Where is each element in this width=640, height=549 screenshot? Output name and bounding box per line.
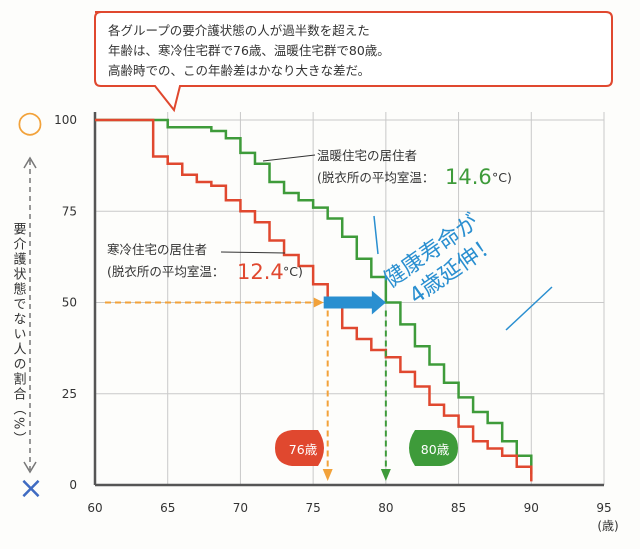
callout-line-2: 年齢は、寒冷住宅群で76歳、温暖住宅群で80歳。 xyxy=(108,43,390,58)
deco-line-2 xyxy=(505,286,553,331)
guide-80-arrowhead xyxy=(380,469,391,481)
guide-50-arrowhead xyxy=(313,297,324,308)
warm-temp: 14.6 xyxy=(445,165,492,189)
scale-up-arrow xyxy=(23,156,37,169)
cold-series-name: 寒冷住宅の居住者 xyxy=(107,242,207,257)
y-tick-0: 0 xyxy=(69,478,77,492)
y-tick-100: 100 xyxy=(54,113,77,127)
x-tick-90: 90 xyxy=(524,501,539,515)
callout: 各グループの要介護状態の人が過半数を超えた 年齢は、寒冷住宅群で76歳、温暖住宅… xyxy=(94,11,613,113)
warm-unit: °C) xyxy=(492,170,512,185)
x-tick-60: 60 xyxy=(87,501,102,515)
x-tick-65: 65 xyxy=(160,501,175,515)
cold-age-text: 76歳 xyxy=(289,442,318,457)
cold-temp: 12.4 xyxy=(237,260,284,284)
series-line-warm xyxy=(95,118,533,475)
y-axis-label: 要介護状態でない人の割合（%） xyxy=(11,222,27,446)
x-tick-85: 85 xyxy=(451,501,466,515)
cold-unit: °C) xyxy=(283,264,303,279)
warm-age-badge: 80歳 xyxy=(409,430,458,466)
x-tick-80: 80 xyxy=(378,501,393,515)
x-axis-unit: (歳) xyxy=(597,519,618,533)
extension-arrow xyxy=(323,290,386,315)
warm-age-text: 80歳 xyxy=(421,442,450,457)
callout-line-1: 各グループの要介護状態の人が過半数を超えた xyxy=(108,23,370,38)
y-tick-25: 25 xyxy=(62,387,77,401)
circle-symbol: ○ xyxy=(17,105,43,140)
guide-76-arrowhead xyxy=(322,469,333,481)
warm-label: 温暖住宅の居住者 (脱衣所の平均室温： 14.6 °C) xyxy=(262,148,512,189)
warm-series-name: 温暖住宅の居住者 xyxy=(317,148,417,163)
guides xyxy=(105,290,391,481)
axes xyxy=(93,112,604,487)
x-tick-95: 95 xyxy=(596,501,611,515)
x-tick-75: 75 xyxy=(306,501,321,515)
deco-line-1 xyxy=(373,215,379,255)
warm-sub: (脱衣所の平均室温： xyxy=(317,170,434,185)
extension-text: 健康寿命が 4歳延伸！ xyxy=(379,210,503,310)
callout-line-3: 高齢時での、この年齢差はかなり大きな差だ。 xyxy=(108,63,370,78)
y-tick-50: 50 xyxy=(62,296,77,310)
cold-sub: (脱衣所の平均室温： xyxy=(107,264,224,279)
x-tick-70: 70 xyxy=(233,501,248,515)
y-tick-75: 75 xyxy=(62,204,77,218)
scale-down-arrow xyxy=(23,461,37,474)
cold-label: 寒冷住宅の居住者 (脱衣所の平均室温： 12.4 °C) xyxy=(107,242,303,284)
cross-symbol: × xyxy=(18,471,43,506)
cold-age-badge: 76歳 xyxy=(275,430,324,466)
ticks: 60 65 70 75 80 85 90 95 0 25 50 75 100 xyxy=(54,113,612,515)
